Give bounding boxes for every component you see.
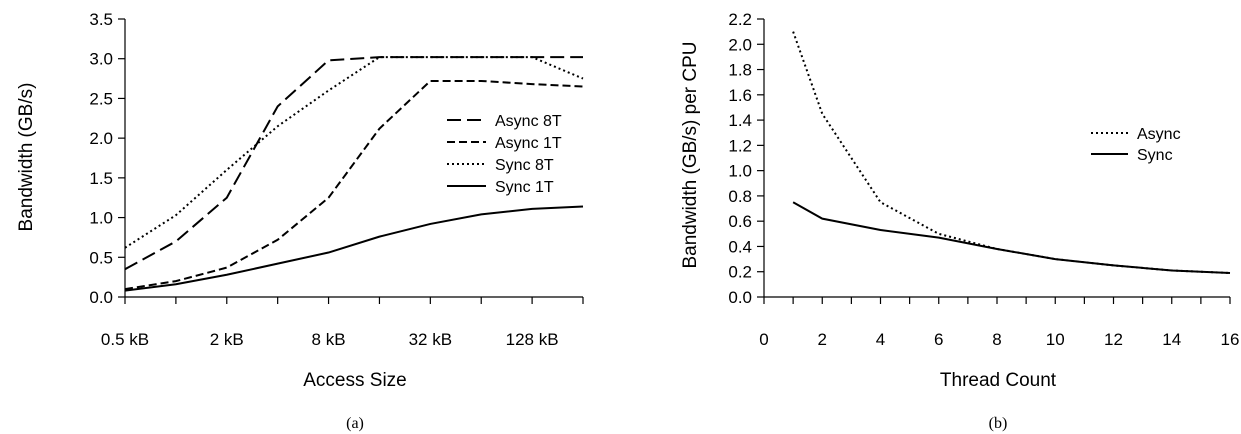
y-tick-label-b: 2.2 (728, 10, 752, 29)
x-tick-label-a: 32 kB (409, 330, 452, 349)
ylabel-b: Bandwidth (GB/s) per CPU (680, 41, 701, 268)
y-tick-label-a: 2.0 (89, 129, 113, 148)
series-b-sync (792, 201, 1231, 274)
x-tick-label-b: 10 (1046, 330, 1065, 349)
x-tick-label-b: 14 (1162, 330, 1181, 349)
y-tick-label-b: 0.0 (728, 288, 752, 307)
y-tick-label-a: 1.0 (89, 209, 113, 228)
y-tick-label-b: 2.0 (728, 35, 752, 54)
x-tick-label-b: 8 (992, 330, 1001, 349)
y-tick-label-a: 3.5 (89, 10, 113, 29)
y-tick-label-b: 1.6 (728, 86, 752, 105)
legend-label-b: Sync (1137, 147, 1173, 164)
chart-b: 0.0 0.2 0.4 0.6 0.8 1.0 1.2 1.4 1.6 1.8 2.0 2.2 0 2 4 6… (728, 10, 1239, 349)
series-a-async-8t (124, 56, 583, 271)
series-a-async-1t (124, 79, 584, 291)
x-tick-label-b: 6 (934, 330, 943, 349)
y-tick-label-b: 1.0 (728, 162, 752, 181)
x-tick-label-b: 16 (1221, 330, 1240, 349)
legend-label-a: Async 8T (495, 113, 562, 130)
series-a-sync-1t (124, 205, 584, 292)
legend-label-a: Sync 8T (495, 157, 554, 174)
legend-label-a: Sync 1T (495, 179, 554, 196)
y-tick-label-a: 1.5 (89, 169, 113, 188)
chart-a: 0.0 0.5 1.0 1.5 2.0 2.5 3.0 3.5 0.5 kB 2 kB 8 kB 32… (89, 10, 584, 349)
y-tick-label-a: 3.0 (89, 50, 113, 69)
y-tick-label-a: 0.0 (89, 288, 113, 307)
x-tick-label-b: 12 (1104, 330, 1123, 349)
y-tick-label-b: 1.8 (728, 61, 752, 80)
legend-label-b: Async (1137, 126, 1181, 143)
y-tick-label-b: 0.8 (728, 187, 752, 206)
y-tick-label-b: 1.4 (728, 111, 752, 130)
x-tick-label-b: 4 (876, 330, 885, 349)
caption-b: (b) (989, 415, 1008, 432)
y-tick-label-b: 0.6 (728, 212, 752, 231)
x-tick-label-a: 2 kB (210, 330, 244, 349)
y-tick-label-a: 2.5 (89, 89, 113, 108)
y-tick-label-a: 0.5 (89, 248, 113, 267)
caption-a: (a) (346, 415, 364, 432)
legend-label-a: Async 1T (495, 135, 562, 152)
x-tick-label-a: 8 kB (312, 330, 346, 349)
xlabel-b: Thread Count (940, 370, 1057, 391)
x-tick-label-b: 0 (759, 330, 768, 349)
xlabel-a: Access Size (303, 370, 406, 391)
x-tick-label-a: 0.5 kB (101, 330, 149, 349)
series-a-sync-8t (124, 56, 584, 249)
y-tick-label-b: 1.2 (728, 136, 752, 155)
y-tick-label-b: 0.2 (728, 263, 752, 282)
ylabel-a: Bandwidth (GB/s) (16, 83, 37, 232)
x-tick-label-a: 128 kB (506, 330, 559, 349)
y-tick-label-b: 0.4 (728, 237, 752, 256)
x-tick-label-b: 2 (818, 330, 827, 349)
